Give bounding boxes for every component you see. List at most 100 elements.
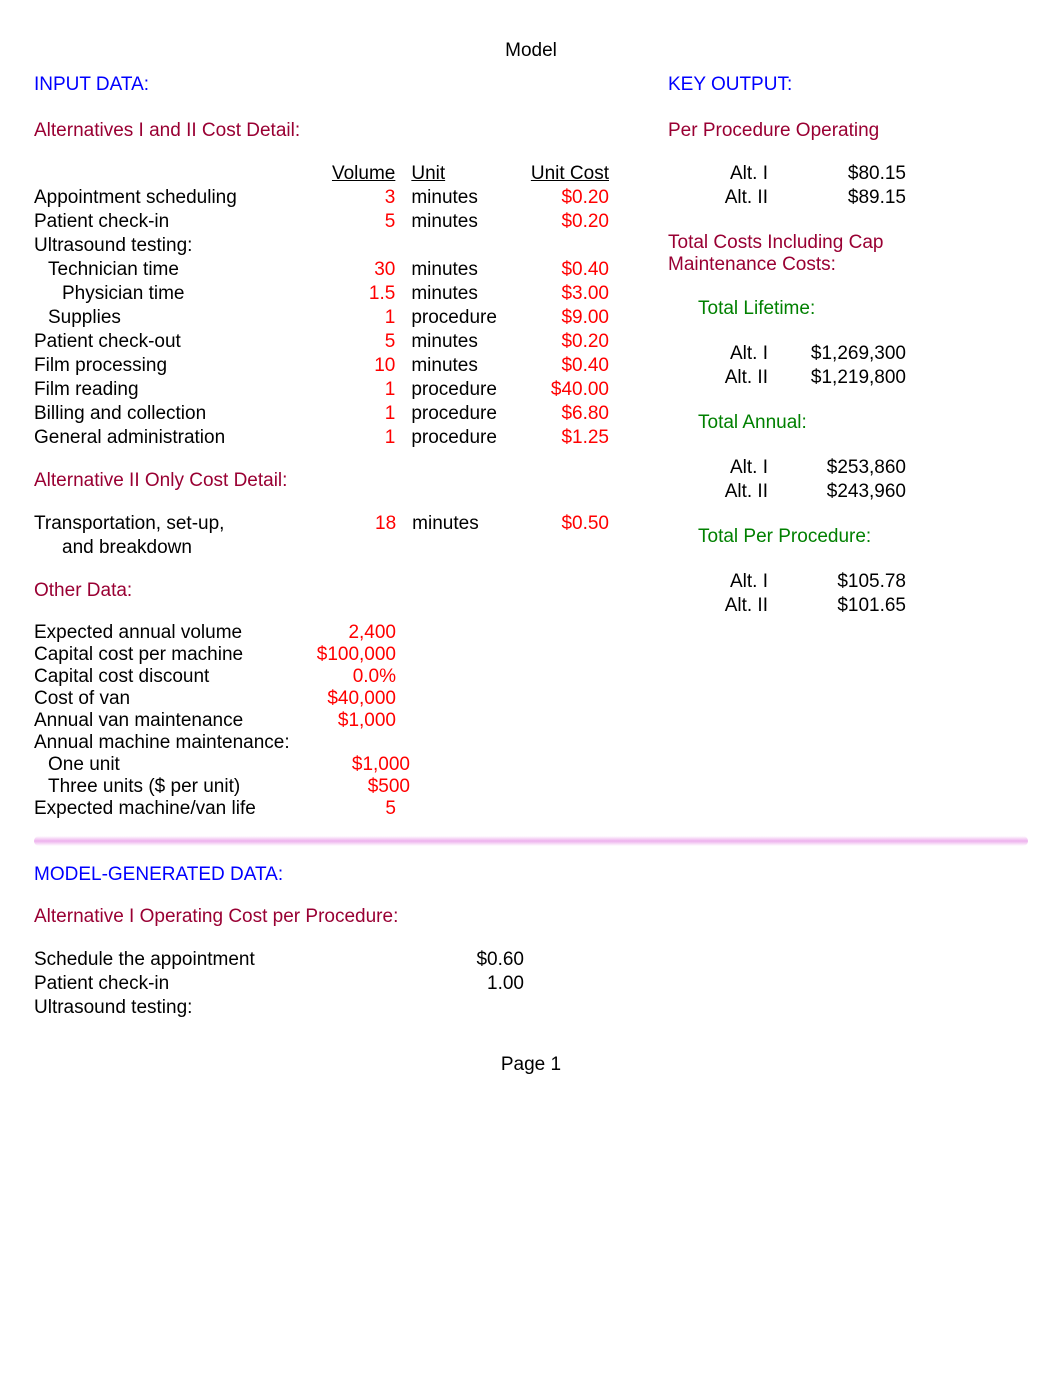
- other-row: One unit$1,000: [34, 754, 609, 776]
- divider: [34, 836, 1028, 846]
- right-column: Alt. I$80.15 Alt. II$89.15 Total Costs I…: [668, 162, 1028, 820]
- row-unit: procedure: [411, 426, 519, 450]
- other-row: Expected annual volume2,400: [34, 622, 609, 644]
- row-unit: minutes: [411, 282, 519, 306]
- other-row: Cost of van$40,000: [34, 688, 609, 710]
- kv-val: $1,269,300: [776, 343, 906, 365]
- kv-row: Alt. II$101.65: [668, 594, 1028, 618]
- kv-val: $105.78: [776, 571, 906, 593]
- alt2-table: Transportation, set-up, 18 minutes $0.50…: [34, 512, 609, 560]
- per-proc-op-header: Per Procedure Operating: [668, 120, 1028, 142]
- other-row: Annual van maintenance$1,000: [34, 710, 609, 732]
- model-row: Schedule the appointment$0.60: [34, 948, 1028, 972]
- total-annual-header: Total Annual:: [668, 412, 1028, 434]
- row-vol: 1: [307, 426, 411, 450]
- row-unit: procedure: [411, 378, 519, 402]
- other-row: Expected machine/van life5: [34, 798, 609, 820]
- page-title: Model: [34, 40, 1028, 62]
- other-row: Capital cost per machine$100,000: [34, 644, 609, 666]
- model-row: Ultrasound testing:: [34, 996, 1028, 1020]
- row-label: Patient check-in: [34, 210, 307, 234]
- row-cost: $0.40: [520, 258, 609, 282]
- kv-key: Alt. I: [668, 457, 776, 479]
- alt-cost-detail-header: Alternatives I and II Cost Detail:: [34, 120, 300, 142]
- other-label: Annual machine maintenance:: [34, 732, 306, 754]
- kv-key: Alt. II: [668, 367, 776, 389]
- alt1-op-cost-header: Alternative I Operating Cost per Procedu…: [34, 906, 1028, 928]
- key-output-header: KEY OUTPUT:: [668, 74, 1028, 96]
- other-val: 2,400: [306, 622, 396, 644]
- row-label: Supplies: [34, 306, 307, 330]
- other-val: $40,000: [306, 688, 396, 710]
- table-row: Billing and collection1procedure$6.80: [34, 402, 609, 426]
- maint-header: Maintenance Costs:: [668, 254, 1028, 276]
- row-vol: 10: [307, 354, 411, 378]
- other-data-table: Expected annual volume2,400 Capital cost…: [34, 622, 609, 820]
- page-footer: Page 1: [34, 1054, 1028, 1076]
- row-vol: 3: [307, 186, 411, 210]
- row-vol: 1: [307, 402, 411, 426]
- table-row: Film reading1procedure$40.00: [34, 378, 609, 402]
- table-header-row: Volume Unit Unit Cost: [34, 162, 609, 186]
- other-label: Capital cost per machine: [34, 644, 306, 666]
- table-row: Ultrasound testing:: [34, 234, 609, 258]
- table-row: Patient check-out5minutes$0.20: [34, 330, 609, 354]
- kv-val: $243,960: [776, 481, 906, 503]
- row-label: General administration: [34, 426, 307, 450]
- row-cost: $9.00: [520, 306, 609, 330]
- row-vol: [307, 234, 411, 258]
- table-row: Appointment scheduling3minutes$0.20: [34, 186, 609, 210]
- row-cost: $0.20: [520, 186, 609, 210]
- row-unit: minutes: [411, 330, 519, 354]
- kv-row: Alt. II$243,960: [668, 480, 1028, 504]
- row-label: Technician time: [34, 258, 307, 282]
- row-unit: minutes: [411, 258, 519, 282]
- row-unit: procedure: [411, 306, 519, 330]
- kv-key: Alt. II: [668, 187, 776, 209]
- other-val: $100,000: [306, 644, 396, 666]
- kv-row: Alt. I$1,269,300: [668, 342, 1028, 366]
- row-label: Film reading: [34, 378, 307, 402]
- row-cost: $6.80: [520, 402, 609, 426]
- kv-row: Alt. II$1,219,800: [668, 366, 1028, 390]
- model-label: Patient check-in: [34, 973, 434, 995]
- other-label: Capital cost discount: [34, 666, 306, 688]
- row-label: Billing and collection: [34, 402, 307, 426]
- model-val: $0.60: [434, 949, 524, 971]
- row-unit: [411, 234, 519, 258]
- kv-key: Alt. I: [668, 343, 776, 365]
- row-label: Patient check-out: [34, 330, 307, 354]
- row-cost: $0.20: [520, 330, 609, 354]
- other-row: Three units ($ per unit)$500: [34, 776, 609, 798]
- other-label: Expected annual volume: [34, 622, 306, 644]
- other-val: 5: [306, 798, 396, 820]
- table-row: Technician time30minutes$0.40: [34, 258, 609, 282]
- kv-val: $1,219,800: [776, 367, 906, 389]
- row-unit: procedure: [411, 402, 519, 426]
- kv-key: Alt. II: [668, 481, 776, 503]
- kv-val: $80.15: [776, 163, 906, 185]
- total-lifetime-header: Total Lifetime:: [668, 298, 1028, 320]
- model-row: Patient check-in1.00: [34, 972, 1028, 996]
- kv-val: $253,860: [776, 457, 906, 479]
- row-vol: 1: [307, 378, 411, 402]
- other-val: $1,000: [306, 710, 396, 732]
- left-column: Volume Unit Unit Cost Appointment schedu…: [34, 162, 609, 820]
- model-label: Ultrasound testing:: [34, 997, 434, 1019]
- other-data-header: Other Data:: [34, 580, 609, 602]
- row-unit: minutes: [411, 186, 519, 210]
- row-unit: minutes: [411, 210, 519, 234]
- alt2-only-header: Alternative II Only Cost Detail:: [34, 470, 609, 492]
- row-label: Film processing: [34, 354, 307, 378]
- table-row: and breakdown: [34, 536, 609, 560]
- other-label: Three units ($ per unit): [34, 776, 320, 798]
- model-label: Schedule the appointment: [34, 949, 434, 971]
- row-cost: $3.00: [520, 282, 609, 306]
- kv-key: Alt. I: [668, 163, 776, 185]
- row-label: Ultrasound testing:: [34, 234, 307, 258]
- total-cap-header: Total Costs Including Cap: [668, 232, 1028, 254]
- row-label: Physician time: [34, 282, 307, 306]
- col-unit-cost: Unit Cost: [520, 162, 609, 186]
- other-val: $500: [320, 776, 410, 798]
- row-unit: minutes: [412, 512, 520, 536]
